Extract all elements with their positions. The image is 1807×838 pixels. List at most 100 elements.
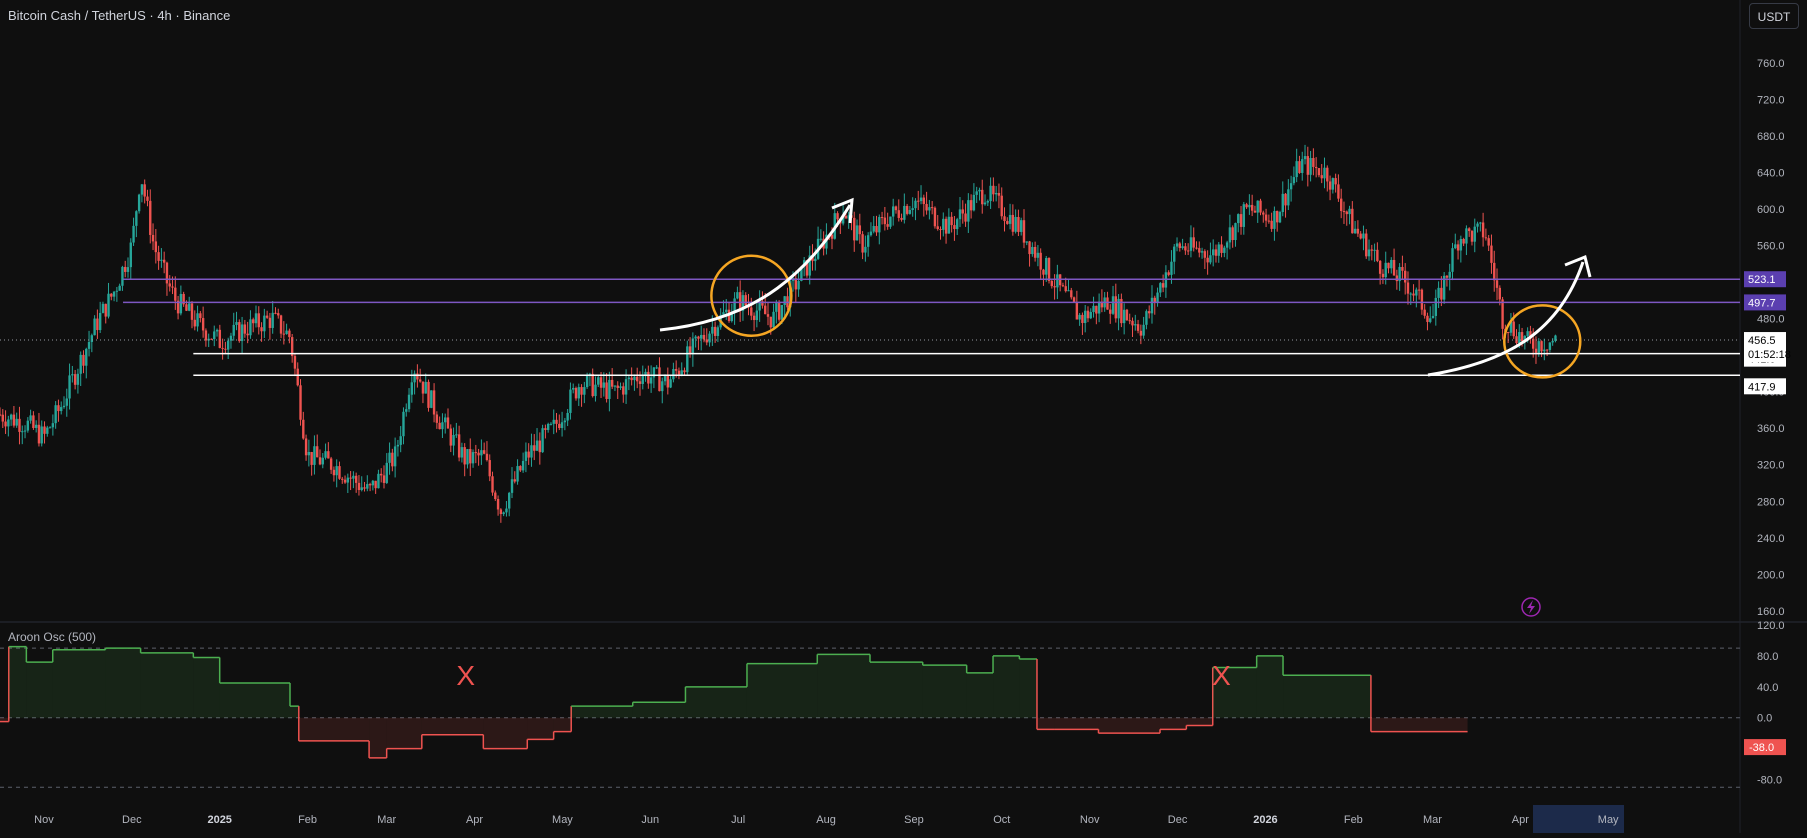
candle-body [992, 185, 995, 195]
candle-body [107, 293, 110, 317]
candle-body [655, 367, 658, 369]
candle-body [661, 381, 664, 392]
candle-body [432, 390, 436, 415]
candle-body [1442, 275, 1446, 300]
candle-body [446, 417, 450, 429]
candle-body [1534, 348, 1538, 353]
candle-body [160, 259, 163, 261]
osc-area [1283, 675, 1371, 718]
candle-body [533, 445, 536, 451]
candle-body [240, 324, 244, 342]
candle-body [566, 412, 569, 421]
candle-body [1259, 200, 1262, 213]
candle-body [393, 446, 397, 467]
x-tick-label: Mar [1423, 814, 1442, 826]
candle-body [137, 194, 141, 212]
osc-area [219, 682, 290, 718]
candle-body [277, 313, 280, 316]
osc-area [1036, 717, 1055, 730]
candle-body [1253, 210, 1257, 213]
candle-body [1345, 211, 1348, 215]
candle-body [427, 381, 430, 408]
currency-button[interactable]: USDT [1749, 3, 1799, 29]
candle-body [613, 385, 617, 387]
candle-body [1462, 239, 1465, 244]
price-tick-label: 200.0 [1757, 569, 1785, 581]
candle-body [894, 206, 898, 211]
candle-body [1237, 214, 1240, 224]
price-tick-label: 160.0 [1757, 606, 1785, 618]
candle-body [841, 215, 845, 224]
candle-body [494, 492, 497, 500]
candle-body [62, 405, 66, 408]
last-price-label: 456.5 [1748, 335, 1776, 347]
candle-body [232, 324, 235, 336]
candle-body [808, 255, 811, 276]
candle-body [296, 368, 299, 386]
candle-body [201, 318, 205, 331]
candle-body [1467, 228, 1471, 232]
candle-body [663, 375, 667, 382]
x-tick-label: Apr [1512, 814, 1529, 826]
candle-body [1434, 297, 1438, 316]
candle-body [48, 427, 52, 429]
price-tick-label: 680.0 [1757, 131, 1785, 143]
candle-body [688, 346, 692, 355]
x-tick-label: Apr [466, 814, 483, 826]
candle-body [1033, 246, 1037, 258]
price-tick-label: 320.0 [1757, 460, 1785, 472]
candle-body [1248, 204, 1251, 208]
candle-body [744, 295, 747, 306]
candle-body [182, 293, 185, 305]
osc-area [26, 662, 53, 718]
candle-body [343, 479, 347, 483]
candle-body [1262, 212, 1265, 215]
candle-body [892, 206, 895, 217]
candle-body [580, 387, 583, 395]
candle-body [602, 382, 606, 388]
candle-body [711, 326, 714, 334]
candle-body [1314, 166, 1318, 169]
candle-body [1095, 305, 1098, 314]
candle-body [922, 197, 926, 204]
candle-body [1136, 324, 1140, 331]
candle-body [1348, 208, 1351, 215]
candle-body [569, 389, 572, 413]
candle-body [1426, 315, 1429, 322]
candle-body [254, 313, 258, 324]
candle-body [947, 216, 951, 234]
candle-body [380, 473, 383, 476]
osc-area [993, 655, 1020, 718]
candle-body [1159, 283, 1162, 293]
candle-body [853, 217, 856, 241]
candle-body [332, 469, 336, 476]
candle-body [1306, 156, 1310, 175]
osc-area [632, 702, 686, 718]
candle-body [869, 231, 873, 236]
candle-body [1289, 183, 1293, 190]
candle-body [619, 386, 622, 388]
candle-body [324, 451, 327, 458]
candle-body [1540, 341, 1543, 352]
candle-body [7, 419, 10, 427]
candle-body [85, 348, 88, 366]
candle-body [1328, 181, 1332, 190]
candle-body [174, 287, 177, 301]
candle-body [1406, 282, 1410, 294]
candle-body [563, 420, 567, 423]
osc-area [386, 717, 422, 749]
candle-body [535, 440, 539, 451]
candle-body [1114, 296, 1118, 319]
annotation-arrow [1427, 261, 1585, 377]
candle-body [1250, 204, 1254, 211]
candle-body [1075, 302, 1079, 320]
candle-body [674, 369, 678, 371]
candle-body [23, 430, 27, 432]
candle-body [1156, 292, 1159, 303]
candle-body [1401, 266, 1404, 271]
osc-area [1019, 659, 1037, 718]
candle-body [279, 315, 283, 334]
candle-body [87, 342, 91, 349]
